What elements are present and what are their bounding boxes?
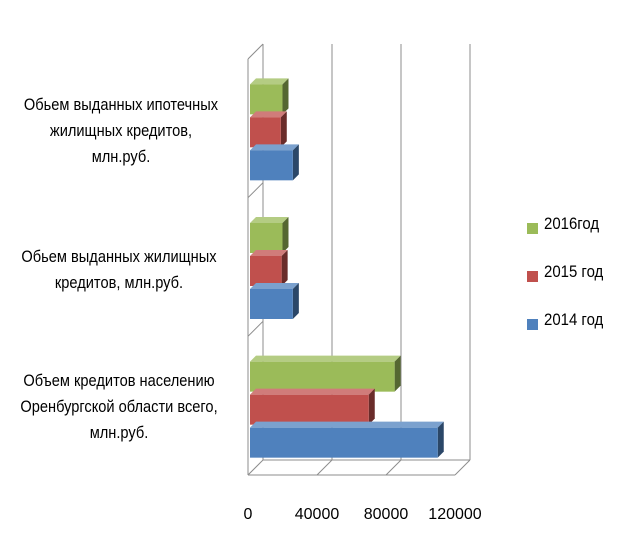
x-tick-label-2: 80000 — [364, 506, 409, 523]
bar-side-0-2 — [437, 421, 444, 458]
bar-2-2 — [250, 361, 395, 392]
category-label-housing: Обьем выданных жилищных кредитов, млн.ру… — [21, 247, 217, 292]
category-label-total: Объем кредитов населению Оренбургской об… — [20, 371, 218, 442]
wall-top-edge — [247, 43, 264, 60]
bar-top-1-1 — [250, 250, 288, 256]
bar-2-1 — [250, 223, 283, 253]
legend-swatch-2014 — [527, 319, 538, 330]
legend-label-2015: 2015 год — [544, 262, 604, 281]
floor-line-0 — [247, 459, 264, 476]
legend-swatch-2016 — [527, 223, 538, 234]
bar-1-1 — [250, 256, 282, 286]
legend-swatch-2015 — [527, 271, 538, 282]
bar-1-0 — [250, 117, 281, 148]
legend-label-2014: 2014 год — [544, 310, 604, 329]
floor-line-3 — [454, 459, 471, 476]
x-tick-label-1: 40000 — [295, 506, 340, 523]
bar-2-0 — [250, 84, 283, 115]
category-divider-2 — [247, 320, 264, 337]
bar-side-1-0 — [280, 111, 287, 148]
bar-top-0-1 — [250, 283, 299, 289]
bar-0-2 — [250, 427, 438, 458]
floor-line-2 — [385, 459, 402, 476]
category-divider-1 — [247, 182, 264, 199]
bar-side-1-1 — [281, 250, 288, 286]
bar-side-2-0 — [282, 78, 289, 115]
category-label-mortgage: Обьем выданных ипотечных жилищных кредит… — [23, 95, 219, 166]
bar-1-2 — [250, 394, 369, 425]
bar-top-2-1 — [250, 217, 289, 223]
floor-line-1 — [316, 459, 333, 476]
legend-label-2016: 2016год — [544, 214, 600, 233]
bar-side-2-2 — [394, 355, 401, 392]
bar-side-1-2 — [368, 388, 375, 425]
bar-side-0-0 — [292, 144, 299, 181]
bar-top-1-2 — [250, 388, 375, 395]
bar-0-1 — [250, 289, 293, 319]
bar-top-0-2 — [250, 421, 444, 428]
bar-top-2-2 — [250, 355, 401, 362]
x-tick-label-3: 120000 — [428, 506, 481, 523]
bar-side-2-1 — [282, 217, 289, 253]
bar-top-1-0 — [250, 111, 287, 118]
bar-0-0 — [250, 150, 293, 181]
x-tick-label-0: 0 — [244, 506, 253, 523]
bar-top-2-0 — [250, 78, 289, 85]
bar-side-0-1 — [292, 283, 299, 319]
bar-top-0-0 — [250, 144, 299, 151]
